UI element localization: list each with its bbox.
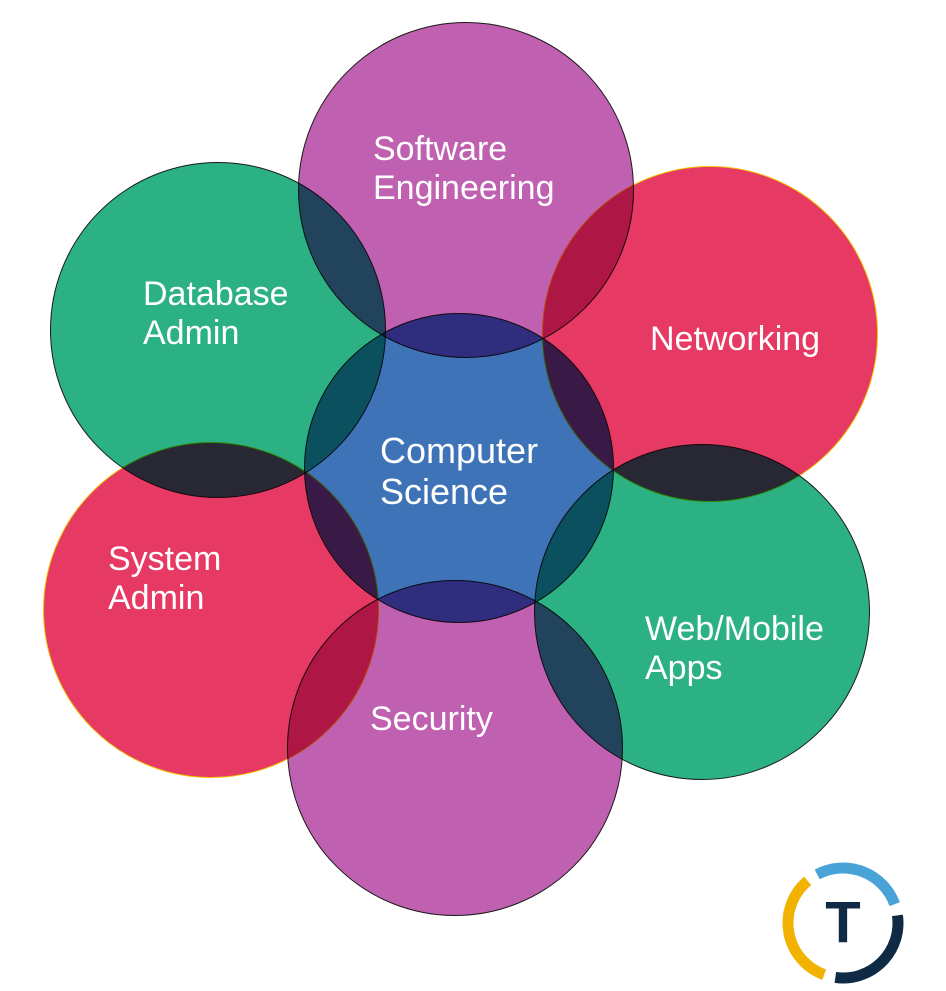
label-system-admin: System Admin (108, 540, 221, 618)
label-networking: Networking (650, 320, 820, 359)
label-database-admin: Database Admin (143, 275, 289, 353)
logo-icon: T (775, 855, 911, 991)
label-computer-science: Computer Science (380, 430, 538, 513)
label-web-mobile-apps: Web/Mobile Apps (645, 610, 824, 688)
label-software-engineering: Software Engineering (373, 130, 554, 208)
label-security: Security (370, 700, 493, 739)
svg-text:T: T (825, 891, 860, 956)
diagram-stage: Software Engineering Networking Web/Mobi… (0, 0, 946, 983)
